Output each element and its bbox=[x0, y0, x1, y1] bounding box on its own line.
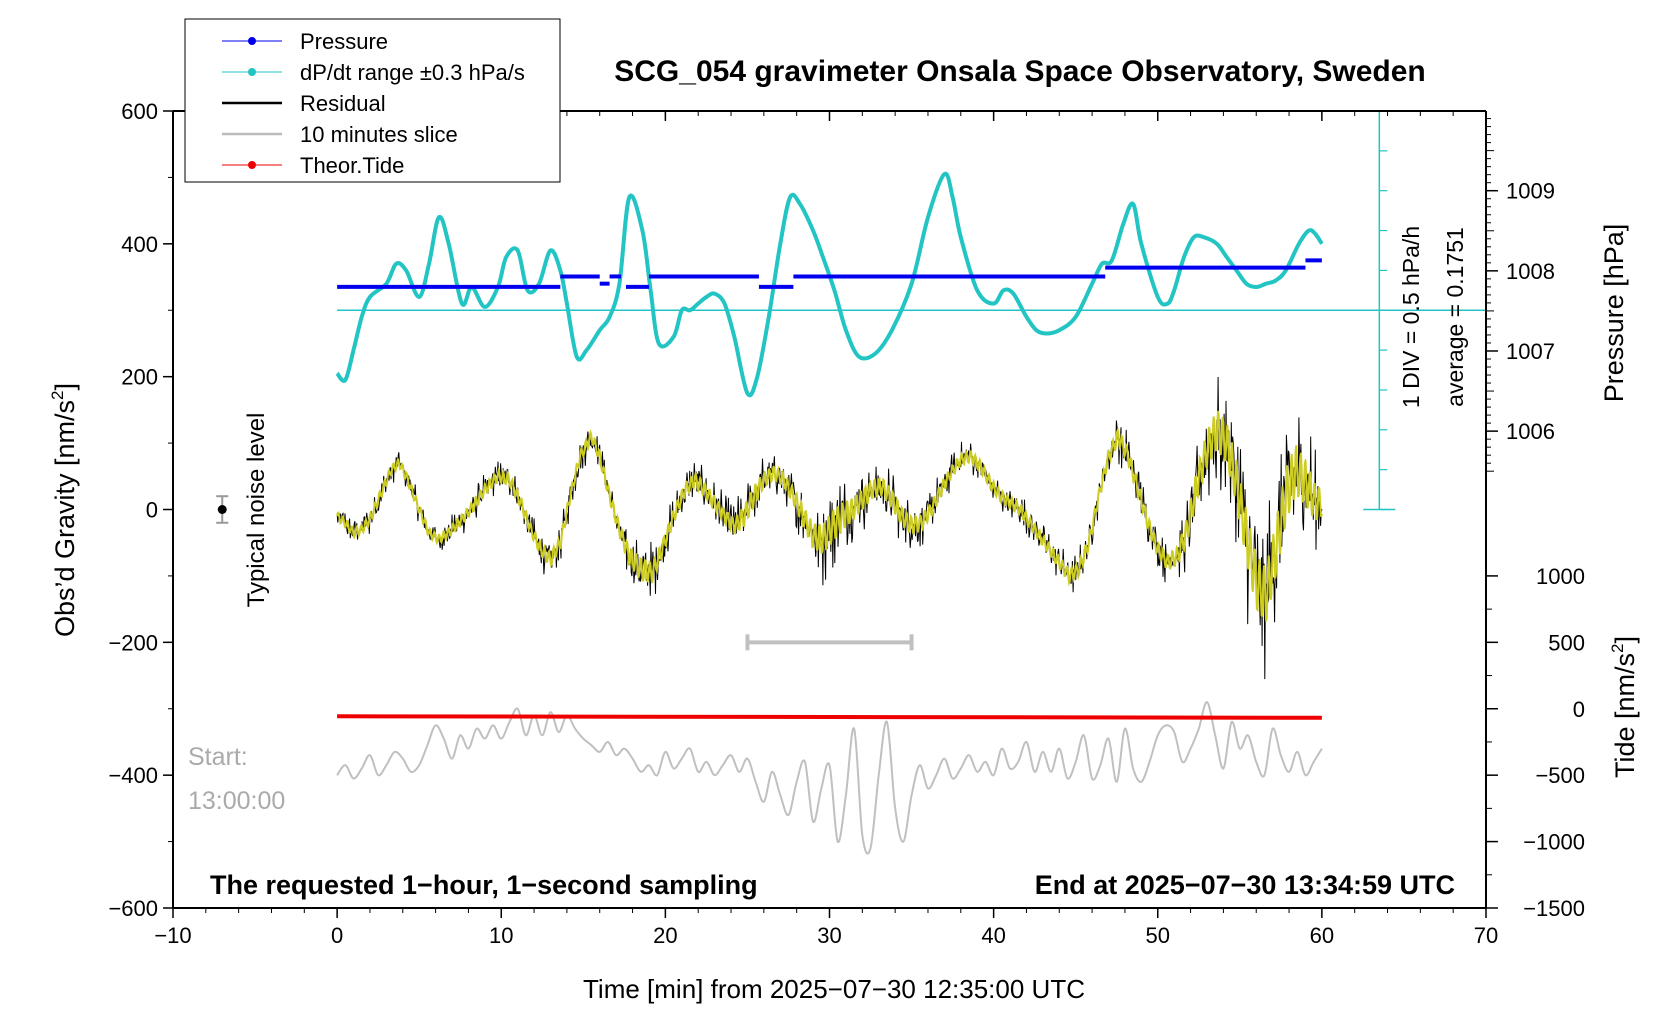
y-axis-label-pressure: Pressure [hPa] bbox=[1599, 224, 1629, 403]
y-axis-label-tide-main: Tide [nm/s bbox=[1610, 653, 1640, 778]
legend-label: Theor.Tide bbox=[300, 153, 404, 178]
legend-marker bbox=[248, 37, 256, 45]
tide-layer bbox=[337, 714, 1322, 720]
legend-box bbox=[184, 18, 561, 183]
y-tick-label: 200 bbox=[121, 365, 158, 390]
x-tick-label: 60 bbox=[1310, 923, 1334, 948]
tide-tick-label: 1000 bbox=[1536, 564, 1585, 589]
y-axis-label-tide-sup: 2 bbox=[1608, 644, 1627, 653]
legend-label: Pressure bbox=[300, 29, 388, 54]
y-tick-label: −600 bbox=[108, 896, 158, 921]
legend-marker bbox=[248, 161, 256, 169]
residual-smoothed-line bbox=[336, 410, 1323, 622]
div-label: 1 DIV = 0.5 hPa/h bbox=[1398, 226, 1424, 408]
y-axis-label-left-main: Obs’d Gravity [nm/s bbox=[50, 400, 80, 637]
y-axis-label-left: Obs’d Gravity [nm/s2] bbox=[48, 383, 80, 637]
y-axis-label-tide-tail: ] bbox=[1610, 636, 1640, 644]
start-time: 13:00:00 bbox=[188, 787, 285, 815]
average-label: average = 0.1751 bbox=[1442, 227, 1468, 407]
y-tick-label: 400 bbox=[121, 232, 158, 257]
annotation-layer bbox=[216, 495, 914, 651]
legend-label: Residual bbox=[300, 91, 386, 116]
x-tick-label: 10 bbox=[489, 923, 513, 948]
axes-layer: −10 0 10 20 30 40 50 60 70 −600 −400 −200 0 200 400 600… bbox=[108, 99, 1585, 948]
dpdt-reference-layer bbox=[337, 110, 1486, 511]
x-tick-label: 30 bbox=[817, 923, 841, 948]
residual-layer bbox=[336, 376, 1323, 680]
y-tick-label: −200 bbox=[108, 630, 158, 655]
tide-tick-label: −1000 bbox=[1523, 830, 1585, 855]
chart-title: SCG_054 gravimeter Onsala Space Observat… bbox=[614, 55, 1426, 88]
slice-line bbox=[336, 701, 1323, 855]
x-tick-label: 50 bbox=[1146, 923, 1170, 948]
tide-tick-label: 500 bbox=[1548, 630, 1585, 655]
y-tick-label: 0 bbox=[146, 498, 158, 523]
x-tick-label: 70 bbox=[1474, 923, 1498, 948]
start-label: Start: bbox=[188, 743, 248, 771]
x-tick-label: 40 bbox=[981, 923, 1005, 948]
y-axis-label-tide: Tide [nm/s2] bbox=[1608, 636, 1640, 778]
noise-point bbox=[217, 505, 227, 514]
tide-tick-label: −500 bbox=[1535, 763, 1585, 788]
legend-label: dP/dt range ±0.3 hPa/s bbox=[300, 60, 525, 85]
tide-line bbox=[337, 714, 1322, 720]
slice-layer bbox=[336, 701, 1323, 855]
x-tick-label: 20 bbox=[653, 923, 677, 948]
y-tick-label: 600 bbox=[121, 99, 158, 124]
y-tick-label: −400 bbox=[108, 763, 158, 788]
bottom-right-note: End at 2025−07−30 13:34:59 UTC bbox=[1035, 870, 1455, 900]
legend-marker bbox=[248, 68, 256, 76]
bottom-left-note: The requested 1−hour, 1−second sampling bbox=[210, 870, 758, 900]
tide-tick-label: 0 bbox=[1573, 697, 1585, 722]
pressure-tick-label: 1006 bbox=[1506, 419, 1555, 444]
pressure-tick-label: 1009 bbox=[1506, 179, 1555, 204]
x-tick-label: 0 bbox=[331, 923, 343, 948]
tide-tick-label: −1500 bbox=[1523, 896, 1585, 921]
pressure-layer bbox=[337, 258, 1322, 289]
legend-label: 10 minutes slice bbox=[300, 122, 458, 147]
pressure-tick-label: 1008 bbox=[1506, 259, 1555, 284]
legend: Pressure dP/dt range ±0.3 hPa/s Residual 10… bbox=[184, 18, 561, 183]
x-axis-label: Time [min] from 2025−07−30 12:35:00 UTC bbox=[583, 974, 1085, 1004]
noise-label: Typical noise level bbox=[243, 413, 270, 608]
pressure-tick-label: 1007 bbox=[1506, 339, 1555, 364]
x-tick-label: −10 bbox=[154, 923, 191, 948]
y-axis-label-left-sup: 2 bbox=[48, 390, 67, 399]
y-axis-label-left-tail: ] bbox=[50, 383, 80, 391]
